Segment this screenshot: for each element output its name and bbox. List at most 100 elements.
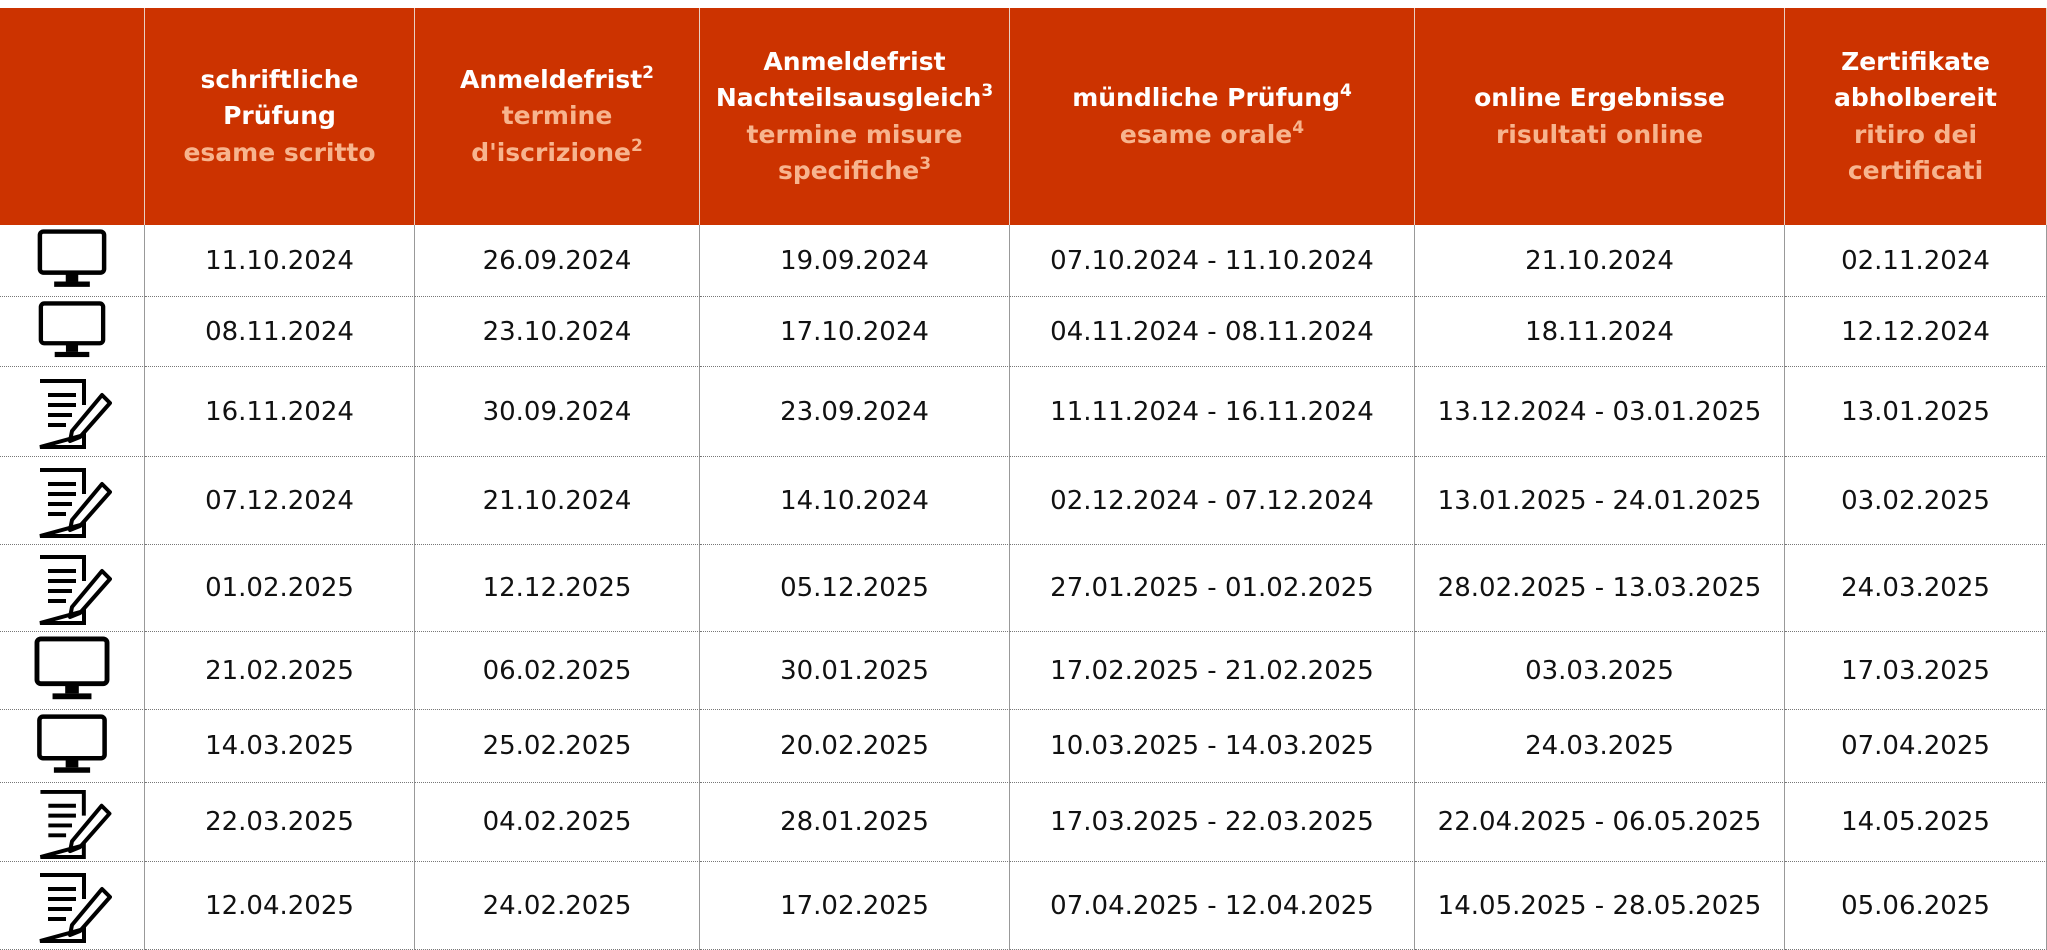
icon-cell: [0, 783, 145, 862]
table-cell: 14.05.2025 - 28.05.2025: [1415, 862, 1785, 950]
paper-icon: [39, 467, 112, 538]
header-de-text: Zertifikate abholbereit: [1834, 47, 1997, 113]
table-cell: 24.02.2025: [415, 862, 700, 950]
header-cell: schriftliche Prüfung esame scritto: [145, 8, 415, 225]
table-cell: 11.10.2024: [145, 225, 415, 297]
icon-cell: [0, 297, 145, 367]
computer-icon: [37, 228, 107, 287]
header-de: Anmeldefrist Nachteilsausgleich3: [710, 44, 999, 117]
table-cell: 07.12.2024: [145, 457, 415, 545]
table-cell: 12.04.2025: [145, 862, 415, 950]
header-it-text: termine d'iscrizione: [471, 101, 631, 167]
footnote-mark: 2: [642, 63, 655, 84]
table-cell: 16.11.2024: [145, 367, 415, 457]
header-de: mündliche Prüfung4: [1072, 80, 1352, 116]
table-cell: 21.10.2024: [415, 457, 700, 545]
table-cell: 07.04.2025 - 12.04.2025: [1010, 862, 1415, 950]
paper-icon: [39, 555, 112, 625]
table-cell: 27.01.2025 - 01.02.2025: [1010, 545, 1415, 632]
header-cell: mündliche Prüfung4 esame orale4: [1010, 8, 1415, 225]
table-cell: 28.01.2025: [700, 783, 1010, 862]
icon-cell: [0, 225, 145, 297]
header-it-text: termine misure specifiche: [746, 119, 963, 185]
header-de-text: mündliche Prüfung: [1072, 83, 1340, 113]
paper-icon: [39, 872, 112, 943]
header-de: online Ergebnisse: [1474, 80, 1725, 116]
table-cell: 21.10.2024: [1415, 225, 1785, 297]
header-it: ritiro dei certificati: [1795, 117, 2036, 190]
icon-cell: [0, 367, 145, 457]
icon-cell: [0, 457, 145, 545]
header-cell: [0, 8, 145, 225]
header-it: esame scritto: [183, 135, 375, 171]
header-it-text: esame scritto: [183, 137, 376, 167]
table-cell: 08.11.2024: [145, 297, 415, 367]
table-cell: 06.02.2025: [415, 632, 700, 710]
table-cell: 02.12.2024 - 07.12.2024: [1010, 457, 1415, 545]
header-cell: online Ergebnisse risultati online: [1415, 8, 1785, 225]
table-cell: 05.12.2025: [700, 545, 1010, 632]
table-cell: 12.12.2025: [415, 545, 700, 632]
table-cell: 07.04.2025: [1785, 710, 2047, 783]
table-cell: 01.02.2025: [145, 545, 415, 632]
header-it: risultati online: [1496, 117, 1703, 153]
footnote-mark: 2: [630, 135, 643, 156]
header-de-text: online Ergebnisse: [1474, 83, 1725, 113]
computer-icon: [34, 635, 110, 699]
table-cell: 14.10.2024: [700, 457, 1010, 545]
table-cell: 19.09.2024: [700, 225, 1010, 297]
table-cell: 13.01.2025 - 24.01.2025: [1415, 457, 1785, 545]
table-cell: 13.01.2025: [1785, 367, 2047, 457]
table-cell: 03.03.2025: [1415, 632, 1785, 710]
paper-icon: [39, 378, 112, 449]
header-de-text: Anmeldefrist: [459, 65, 643, 95]
table-cell: 24.03.2025: [1415, 710, 1785, 783]
table-cell: 22.03.2025: [145, 783, 415, 862]
table-cell: 17.03.2025: [1785, 632, 2047, 710]
table-cell: 02.11.2024: [1785, 225, 2047, 297]
header-de-text: schriftliche Prüfung: [200, 65, 359, 131]
header-it-text: risultati online: [1495, 119, 1704, 149]
table-cell: 17.02.2025: [700, 862, 1010, 950]
header-de: Zertifikate abholbereit: [1795, 44, 2036, 117]
table-cell: 25.02.2025: [415, 710, 700, 783]
table-cell: 21.02.2025: [145, 632, 415, 710]
header-cell: Zertifikate abholbereit ritiro dei certif…: [1785, 8, 2047, 225]
table-cell: 10.03.2025 - 14.03.2025: [1010, 710, 1415, 783]
footnote-mark: 4: [1339, 81, 1352, 102]
table-cell: 17.10.2024: [700, 297, 1010, 367]
header-de-text: Anmeldefrist Nachteilsausgleich: [715, 47, 982, 113]
table-cell: 22.04.2025 - 06.05.2025: [1415, 783, 1785, 862]
table-cell: 14.03.2025: [145, 710, 415, 783]
icon-cell: [0, 632, 145, 710]
icon-cell: [0, 710, 145, 783]
table-cell: 23.09.2024: [700, 367, 1010, 457]
table-cell: 11.11.2024 - 16.11.2024: [1010, 367, 1415, 457]
icon-cell: [0, 545, 145, 632]
footnote-mark: 3: [981, 81, 994, 102]
footnote-mark: 3: [919, 153, 932, 174]
table-cell: 30.09.2024: [415, 367, 700, 457]
icon-cell: [0, 862, 145, 950]
table-cell: 04.11.2024 - 08.11.2024: [1010, 297, 1415, 367]
footnote-mark: 4: [1292, 117, 1305, 138]
header-de: Anmeldefrist2: [460, 62, 654, 98]
table-cell: 03.02.2025: [1785, 457, 2047, 545]
table-cell: 13.12.2024 - 03.01.2025: [1415, 367, 1785, 457]
table-cell: 20.02.2025: [700, 710, 1010, 783]
header-it: termine misure specifiche3: [710, 117, 999, 190]
table-cell: 28.02.2025 - 13.03.2025: [1415, 545, 1785, 632]
paper-icon: [39, 789, 112, 859]
table-cell: 17.03.2025 - 22.03.2025: [1010, 783, 1415, 862]
table-cell: 30.01.2025: [700, 632, 1010, 710]
header-de: schriftliche Prüfung: [155, 62, 404, 135]
header-cell: Anmeldefrist Nachteilsausgleich3 termine …: [700, 8, 1010, 225]
header-it: esame orale4: [1120, 117, 1304, 153]
header-it-text: ritiro dei certificati: [1847, 119, 1984, 185]
table-cell: 05.06.2025: [1785, 862, 2047, 950]
table-cell: 24.03.2025: [1785, 545, 2047, 632]
table-cell: 26.09.2024: [415, 225, 700, 297]
table-cell: 14.05.2025: [1785, 783, 2047, 862]
table-cell: 12.12.2024: [1785, 297, 2047, 367]
